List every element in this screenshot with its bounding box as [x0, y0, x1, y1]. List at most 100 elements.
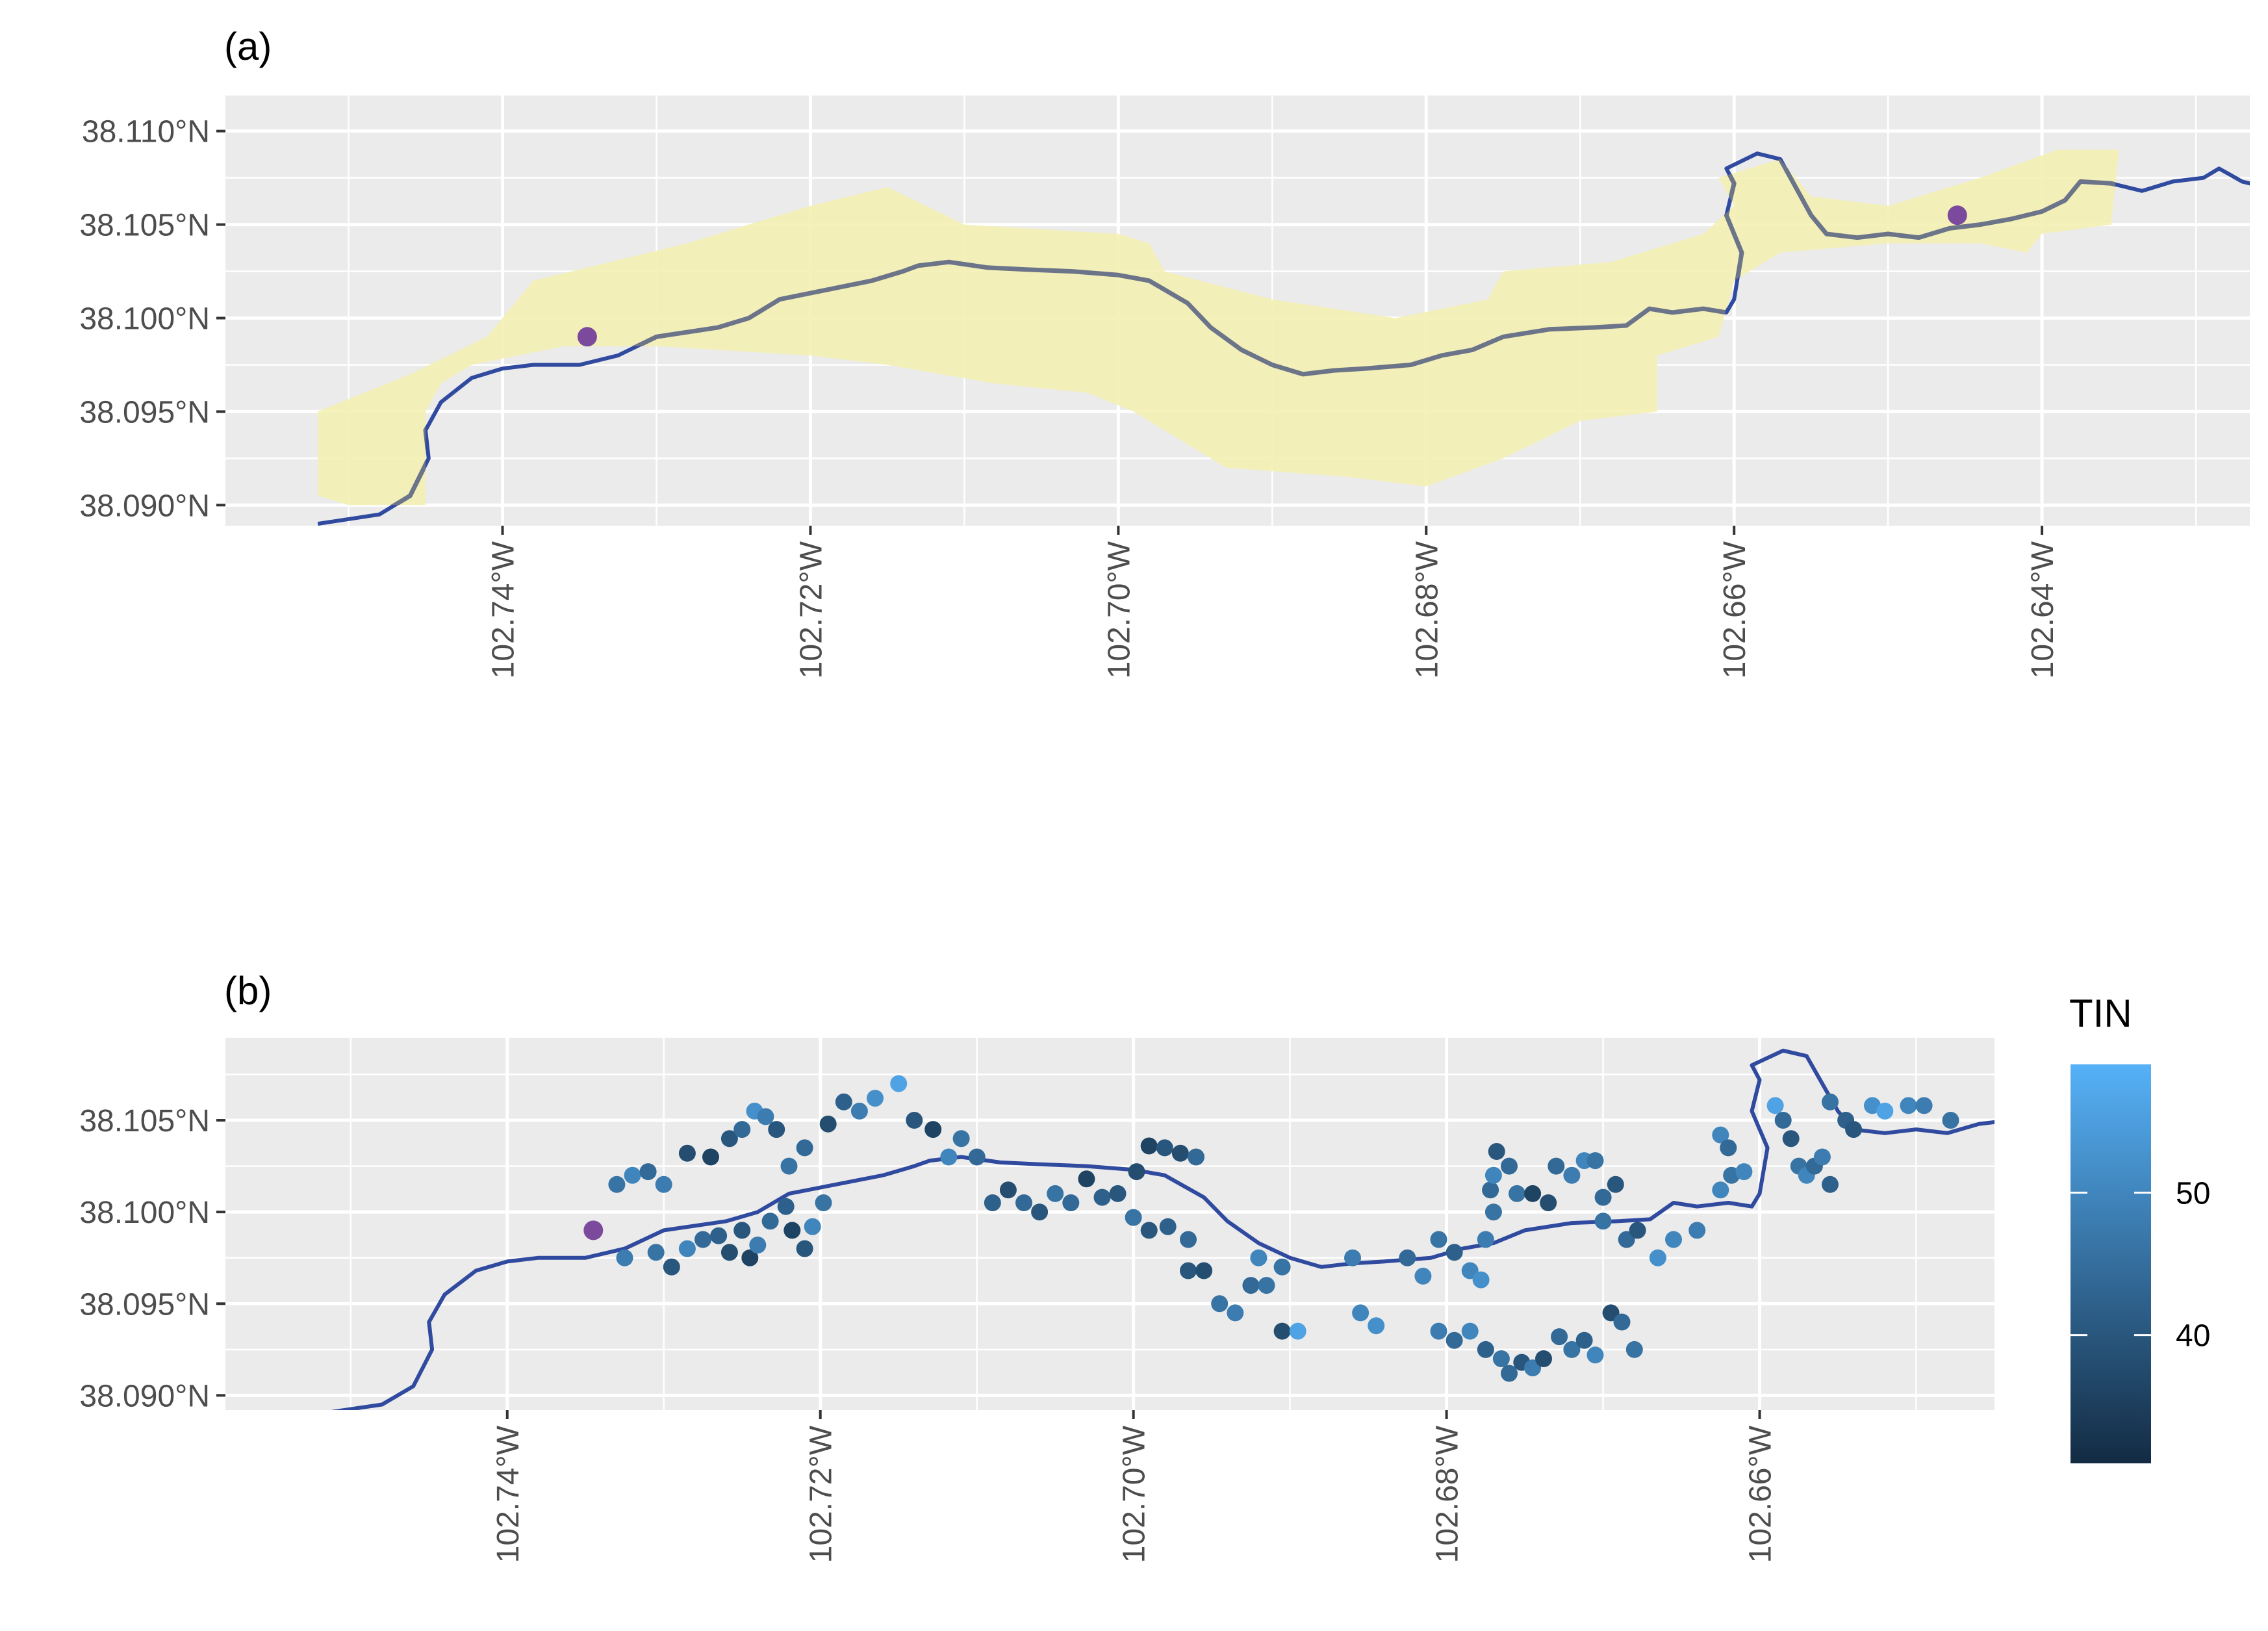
tin-sample-point [952, 1130, 970, 1148]
tin-sample-point [616, 1249, 633, 1266]
tin-sample-point [1159, 1218, 1177, 1235]
tin-sample-point [1344, 1249, 1361, 1266]
tin-sample-point [1524, 1185, 1542, 1202]
tin-sample-point [720, 1244, 738, 1261]
tin-sample-point [655, 1175, 672, 1193]
tin-sample-point [733, 1222, 751, 1239]
x-tick-label: 102.74°W [487, 541, 521, 678]
legend-tick-label: 50 [2176, 1176, 2210, 1211]
tin-sample-point [968, 1148, 986, 1166]
tin-sample-point [608, 1175, 626, 1193]
tin-sample-point [1484, 1203, 1502, 1221]
tin-sample-point [741, 1249, 759, 1266]
tin-sample-point [733, 1121, 751, 1138]
tin-sample-point [1352, 1304, 1370, 1322]
x-tick-label: 102.74°W [491, 1425, 526, 1563]
y-tick-label: 38.100°N [79, 1196, 210, 1230]
tin-sample-point [1613, 1313, 1631, 1331]
tin-sample-point [1563, 1341, 1581, 1358]
tin-sample-point [1047, 1185, 1064, 1202]
study-area-polygon [318, 149, 2119, 506]
tin-sample-point [1548, 1157, 1565, 1175]
y-tick-label: 38.090°N [79, 1379, 210, 1413]
tin-sample-point [1368, 1317, 1385, 1335]
x-tick-label: 102.66°W [1718, 541, 1752, 678]
legend-title: TIN [2069, 992, 2132, 1035]
tin-legend: TIN 40 50 [2069, 992, 2210, 1463]
tin-sample-point [1625, 1341, 1643, 1358]
tin-sample-point [1551, 1328, 1568, 1346]
river-endpoint-marker [577, 327, 597, 347]
tin-sample-point [1782, 1130, 1800, 1148]
panel-b-x-axis: 102.74°W 102.72°W 102.70°W 102.68°W 102.66°W [491, 1410, 1778, 1563]
legend-colorbar [2071, 1064, 2151, 1463]
tin-sample-point [1774, 1112, 1792, 1129]
tin-sample-point [1535, 1350, 1552, 1367]
tin-sample-point [678, 1240, 696, 1257]
tin-sample-point [1078, 1170, 1095, 1188]
tin-sample-point [1822, 1093, 1839, 1111]
tin-sample-point [749, 1237, 767, 1253]
y-tick-label: 38.095°N [79, 395, 210, 430]
tin-sample-point [1509, 1185, 1525, 1202]
tin-sample-point [867, 1090, 884, 1107]
tin-sample-point [1712, 1181, 1729, 1199]
y-tick-label: 38.100°N [79, 302, 210, 337]
x-tick-label: 102.72°W [804, 1425, 839, 1563]
tin-sample-point [1156, 1139, 1173, 1157]
tin-sample-point [1195, 1262, 1213, 1279]
panel-b-label: (b) [224, 969, 272, 1012]
river-endpoint-marker [583, 1220, 604, 1240]
tin-sample-point [1242, 1277, 1260, 1294]
tin-sample-point [678, 1144, 696, 1162]
tin-sample-point [1688, 1222, 1706, 1239]
tin-sample-point [1171, 1144, 1189, 1162]
legend-ticks: 40 50 [2071, 1176, 2210, 1354]
tin-sample-point [1586, 1346, 1604, 1364]
tin-sample-point [1180, 1231, 1197, 1248]
tin-sample-point [1822, 1175, 1839, 1193]
tin-sample-point [835, 1093, 852, 1111]
tin-sample-point [720, 1130, 738, 1148]
x-tick-label: 102.72°W [794, 541, 828, 678]
tin-sample-point [1399, 1249, 1416, 1266]
tin-sample-point [1273, 1322, 1291, 1340]
x-tick-label: 102.70°W [1117, 1425, 1152, 1563]
tin-sample-point [1845, 1121, 1863, 1138]
tin-sample-point [1540, 1194, 1557, 1211]
tin-sample-point [906, 1112, 923, 1129]
tin-sample-point [624, 1166, 641, 1184]
tin-sample-point [1250, 1249, 1268, 1266]
tin-sample-point [1492, 1350, 1510, 1367]
tin-sample-point [984, 1194, 1001, 1211]
tin-sample-point [815, 1194, 832, 1211]
tin-sample-point [1430, 1322, 1447, 1340]
tin-sample-point [639, 1163, 657, 1181]
panel-b: (b) 38.090°N 38.095°N 38.100°N 38.105°N 102… [79, 969, 2130, 1563]
tin-sample-point [1031, 1203, 1049, 1221]
tin-sample-point [1900, 1097, 1917, 1114]
y-tick-label: 38.095°N [79, 1287, 210, 1322]
tin-sample-point [1607, 1175, 1624, 1193]
tin-sample-point [1575, 1331, 1593, 1349]
tin-sample-point [1942, 1112, 1959, 1129]
tin-sample-point [890, 1075, 908, 1092]
tin-sample-point [1273, 1258, 1291, 1276]
tin-sample-point [1735, 1163, 1753, 1181]
tin-sample-point [757, 1108, 774, 1125]
river-endpoint-marker [1947, 205, 1967, 225]
tin-sample-point [1446, 1244, 1463, 1261]
panel-a-y-axis: 38.090°N 38.095°N 38.100°N 38.105°N 38.110°N [79, 115, 225, 523]
y-tick-label: 38.110°N [82, 115, 210, 149]
tin-sample-point [1461, 1322, 1479, 1340]
tin-sample-point [1140, 1222, 1158, 1239]
tin-sample-point [1501, 1157, 1518, 1175]
tin-sample-point [1488, 1143, 1505, 1160]
x-tick-label: 102.66°W [1744, 1425, 1778, 1563]
tin-sample-point [1128, 1163, 1145, 1181]
tin-sample-point [1813, 1148, 1831, 1166]
x-tick-label: 102.70°W [1102, 541, 1136, 678]
tin-sample-point [1482, 1181, 1499, 1199]
panel-b-points [608, 1075, 1959, 1382]
tin-sample-point [1188, 1148, 1204, 1166]
